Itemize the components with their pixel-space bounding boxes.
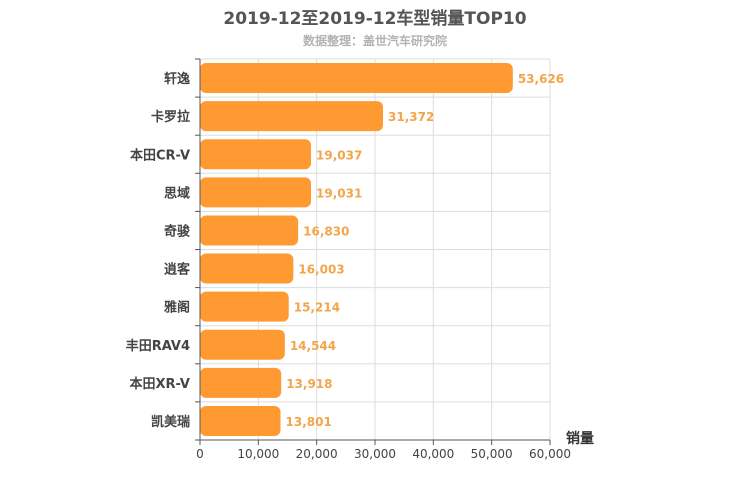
value-label: 53,626 — [518, 72, 564, 86]
x-tick-label: 30,000 — [354, 447, 396, 461]
category-label: 卡罗拉 — [151, 109, 190, 125]
bar — [200, 215, 299, 246]
value-label: 14,544 — [290, 339, 336, 353]
category-label: 凯美瑞 — [151, 414, 190, 430]
bar — [200, 63, 513, 94]
value-label: 19,037 — [316, 148, 362, 162]
x-tick-label: 20,000 — [296, 447, 338, 461]
grid-lines — [200, 58, 551, 441]
bar — [200, 367, 282, 398]
bar — [200, 329, 285, 360]
x-tick-label: 50,000 — [471, 447, 513, 461]
category-label: 丰田RAV4 — [126, 338, 190, 354]
category-label: 轩逸 — [164, 71, 190, 87]
bar — [200, 291, 289, 322]
bar — [200, 101, 384, 132]
x-axis-title: 销量 — [566, 430, 594, 447]
bars — [200, 63, 513, 436]
value-label: 16,003 — [298, 263, 344, 277]
category-label: 思域 — [164, 185, 190, 201]
value-label: 13,918 — [286, 377, 332, 391]
bar — [200, 253, 294, 284]
labels: 0 10,000 20,000 30,000 40,000 50,000 60,000 轩逸 5… — [126, 71, 571, 461]
bar — [200, 405, 281, 436]
bar — [200, 177, 312, 208]
chart-subtitle: 数据整理：盖世汽车研究院 — [302, 34, 447, 48]
x-tick-label: 60,000 — [529, 447, 571, 461]
bar — [200, 139, 312, 170]
value-label: 16,830 — [303, 224, 349, 238]
category-label: 本田CR-V — [130, 147, 190, 163]
category-label: 雅阁 — [164, 300, 190, 316]
category-label: 本田XR-V — [129, 376, 190, 392]
value-label: 19,031 — [316, 186, 362, 200]
category-label: 逍客 — [164, 262, 191, 278]
value-label: 31,372 — [388, 110, 434, 124]
category-label: 奇骏 — [164, 223, 191, 239]
chart-title: 2019-12至2019-12车型销量TOP10 — [223, 9, 527, 29]
value-label: 15,214 — [294, 301, 340, 315]
x-tick-label: 40,000 — [412, 447, 454, 461]
value-label: 13,801 — [286, 415, 332, 429]
x-tick-label: 10,000 — [237, 447, 279, 461]
x-tick-label: 0 — [196, 447, 204, 461]
axes — [195, 58, 551, 445]
